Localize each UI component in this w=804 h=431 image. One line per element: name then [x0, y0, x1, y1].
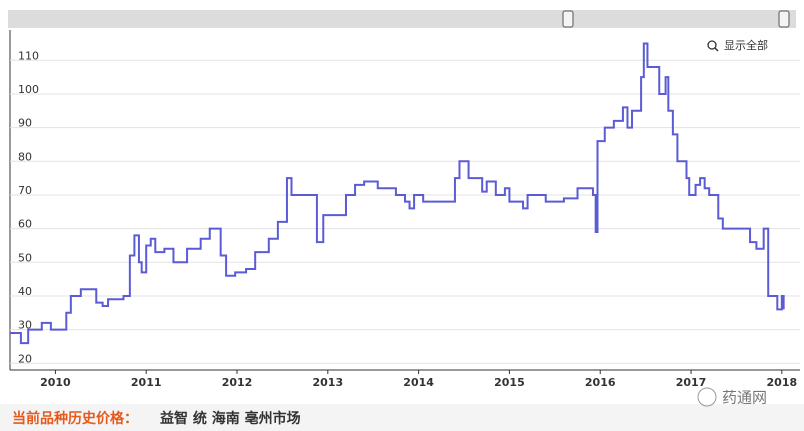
scroll-handle[interactable] — [562, 10, 574, 28]
x-tick-label: 2017 — [676, 376, 707, 389]
show-all[interactable]: 显示全部 — [724, 38, 768, 52]
y-tick-label: 70 — [18, 184, 32, 197]
x-tick-label: 2010 — [40, 376, 71, 389]
y-tick-label: 40 — [18, 285, 32, 298]
watermark-icon — [697, 387, 717, 407]
y-tick-label: 110 — [18, 49, 39, 62]
x-tick-label: 2018 — [767, 376, 798, 389]
x-tick-label: 2012 — [222, 376, 253, 389]
y-tick-label: 50 — [18, 251, 32, 264]
caption-bar — [0, 404, 804, 431]
y-tick-label: 20 — [18, 352, 32, 365]
price-line — [10, 42, 785, 345]
scrollbar[interactable] — [8, 10, 796, 28]
y-tick-label: 90 — [18, 117, 32, 130]
x-tick-label: 2016 — [585, 376, 616, 389]
show-all-button[interactable]: 显示全部 — [707, 38, 768, 52]
caption-label: 当前品种历史价格： — [12, 410, 138, 427]
scroll-handle[interactable] — [778, 10, 790, 28]
x-tick-label: 2015 — [494, 376, 525, 389]
y-tick-label: 60 — [18, 218, 32, 231]
y-tick-label: 100 — [18, 83, 39, 96]
y-tick-label: 30 — [18, 319, 32, 332]
y-tick-label: 80 — [18, 150, 32, 163]
x-tick-label: 2014 — [403, 376, 434, 389]
watermark: 药通网 — [722, 389, 767, 407]
caption-item: 益智 统 海南 亳州市场 — [160, 410, 301, 427]
x-tick-label: 2013 — [313, 376, 344, 389]
x-tick-label: 2011 — [131, 376, 162, 389]
